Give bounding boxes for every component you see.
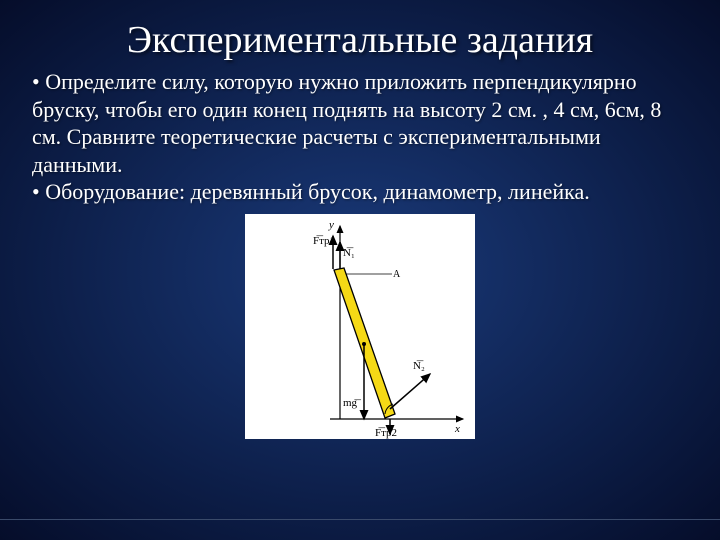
bullet-2: • Оборудование: деревянный брусок, динам… (32, 178, 688, 206)
bullet-1: • Определите силу, которую нужно приложи… (32, 68, 688, 178)
label-ftp1: F͞тр1 (313, 235, 335, 247)
physics-diagram: y F͞тр1 N͞₁ A N͞₂ mg͞ F͞тр2 x (245, 214, 475, 439)
slide-title: Экспериментальные задания (32, 18, 688, 62)
label-ftp2: F͞тр2 (375, 427, 397, 439)
label-a: A (393, 269, 401, 280)
label-mg: mg͞ (343, 397, 362, 409)
label-n2: N͞₂ (413, 360, 425, 372)
label-n1: N͞₁ (343, 247, 355, 259)
label-y: y (328, 219, 334, 231)
label-x: x (454, 423, 460, 435)
footer-divider (0, 519, 720, 520)
